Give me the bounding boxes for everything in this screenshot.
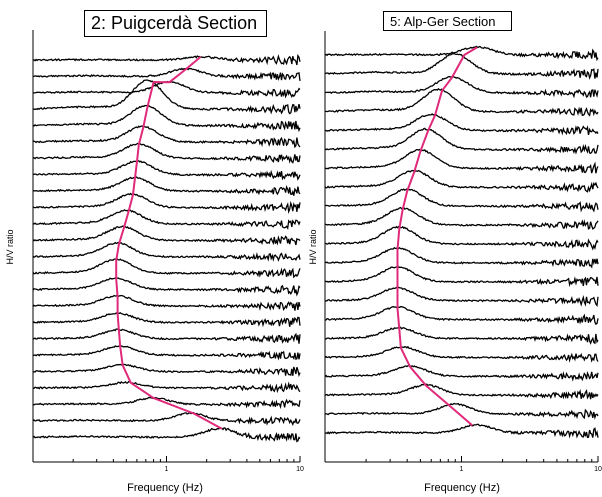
hv-curve <box>324 364 599 382</box>
hv-curve <box>32 209 301 230</box>
hv-curve <box>32 176 301 196</box>
hv-curve <box>32 192 301 215</box>
hv-curve <box>324 265 599 288</box>
hv-curve <box>324 306 599 325</box>
hv-curve <box>32 312 301 328</box>
x-tick-label: 10 <box>296 466 304 473</box>
x-tick-label: 1 <box>165 466 169 473</box>
hv-curve <box>32 257 301 279</box>
hv-curve <box>32 276 301 297</box>
hv-curve <box>32 125 301 149</box>
hv-curve <box>324 423 599 439</box>
hv-curve <box>324 148 599 174</box>
hv-curve <box>32 241 301 262</box>
hv-curve <box>324 286 599 308</box>
hv-curve <box>324 345 599 363</box>
hv-curve <box>324 75 599 99</box>
hv-curve <box>32 53 301 66</box>
y-axis-label-alp-ger: H/V ratio <box>308 229 318 264</box>
hv-curve <box>32 79 301 115</box>
y-axis-label-puigcerda: H/V ratio <box>5 229 15 264</box>
hv-curve <box>324 169 599 193</box>
hv-curve <box>325 87 599 117</box>
peak-frequency-trace <box>115 56 223 430</box>
hv-curve <box>32 293 301 311</box>
hv-curve <box>324 326 599 345</box>
hv-curve <box>325 206 599 230</box>
hv-curve <box>324 383 599 400</box>
hv-curve <box>32 345 301 361</box>
hv-curve <box>32 104 301 133</box>
hv-curve <box>324 188 599 213</box>
hv-curve <box>32 142 301 164</box>
peak-frequency-trace <box>396 46 478 427</box>
hv-curve <box>324 113 599 136</box>
hv-curve <box>32 67 301 81</box>
hv-curve <box>32 80 301 99</box>
hv-curve <box>324 246 599 269</box>
hv-curve <box>32 225 301 246</box>
x-axis-label-alp-ger: Frequency (Hz) <box>424 482 500 494</box>
hv-curve <box>324 402 599 420</box>
chart-title-alp-ger: 5: Alp-Ger Section <box>383 11 512 31</box>
hv-curve <box>32 426 301 443</box>
x-tick-label: 10 <box>594 466 602 473</box>
x-axis-label-puigcerda: Frequency (Hz) <box>127 482 203 494</box>
panel-alp-ger: 1 10 <box>324 31 602 473</box>
hv-curve <box>32 396 301 410</box>
hv-curve <box>32 328 301 344</box>
hv-curve <box>32 380 301 394</box>
hv-curve <box>32 363 301 378</box>
panel-puigcerda: 1 10 <box>32 30 304 473</box>
hv-curve <box>324 45 599 62</box>
hv-curve <box>324 127 599 155</box>
chart-title-puigcerda: 2: Puigcerdà Section <box>84 10 267 37</box>
hv-curve <box>324 225 599 251</box>
x-tick-label: 1 <box>460 466 464 473</box>
hv-curve <box>324 52 599 80</box>
hv-curve <box>32 411 301 426</box>
hv-curve <box>32 160 301 181</box>
